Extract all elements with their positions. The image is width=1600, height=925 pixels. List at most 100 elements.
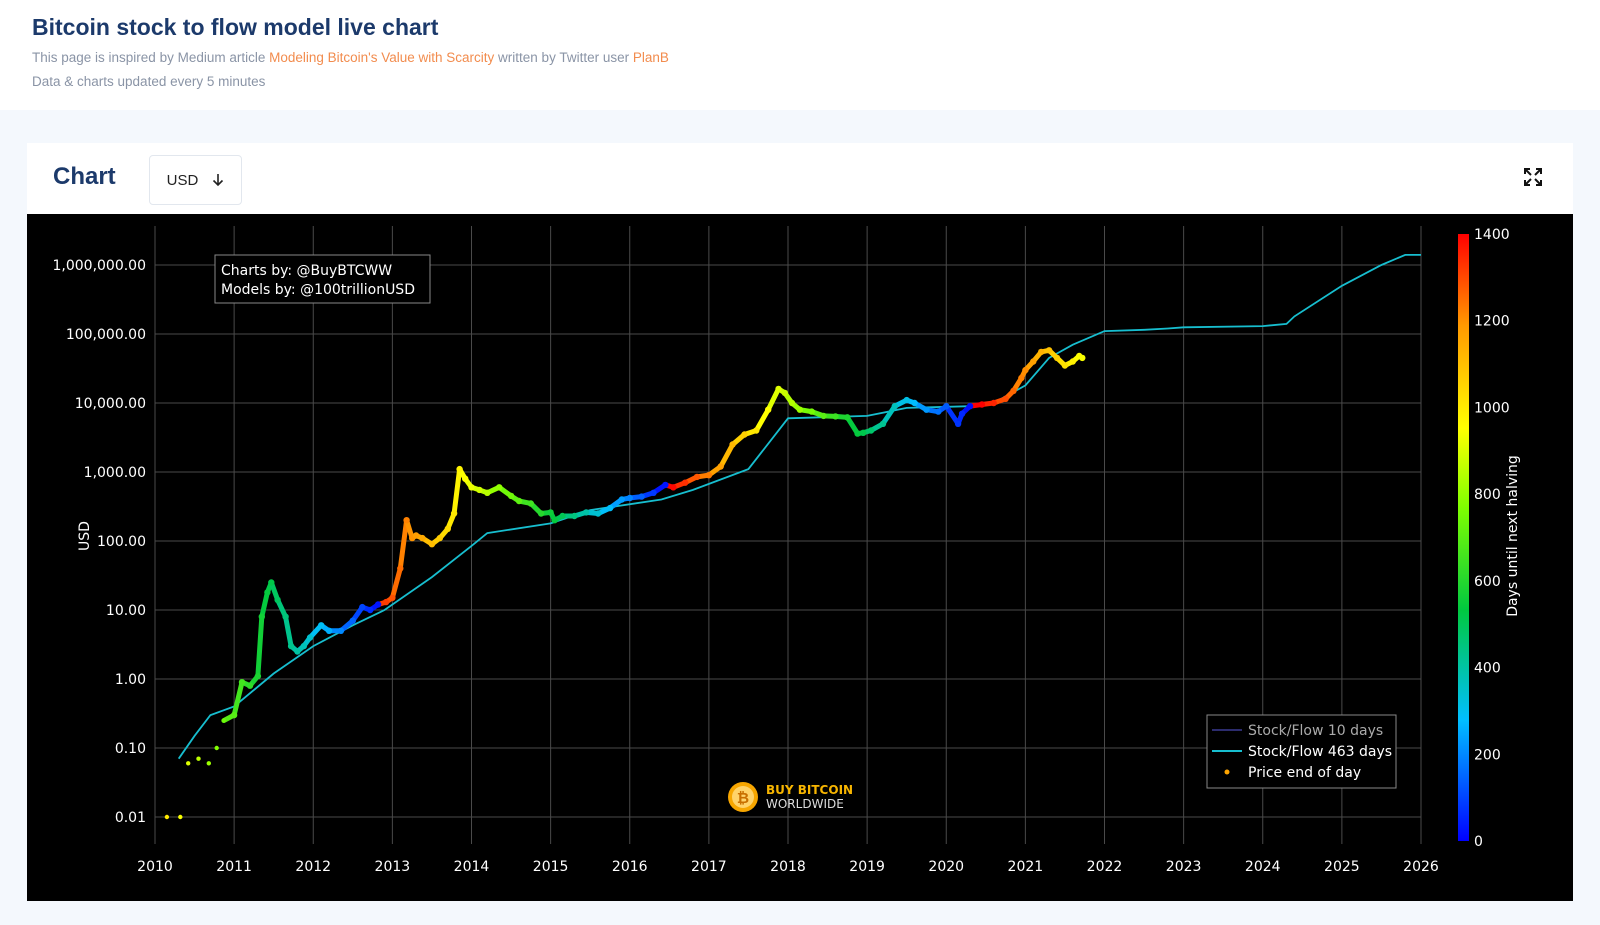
price-point <box>484 489 491 496</box>
price-point <box>349 617 356 624</box>
price-point <box>325 627 333 634</box>
author-link[interactable]: PlanB <box>632 50 669 65</box>
price-point <box>547 509 554 516</box>
price-point <box>287 642 295 650</box>
price-segment <box>231 679 245 718</box>
currency-select[interactable]: USD <box>149 155 242 205</box>
price-point <box>456 465 463 473</box>
price-segment <box>255 614 265 679</box>
price-point <box>844 414 851 421</box>
article-link[interactable]: Modeling Bitcoin's Value with Scarcity <box>269 50 495 65</box>
price-point <box>559 512 566 520</box>
price-point <box>318 622 325 629</box>
price-point <box>903 396 910 404</box>
price-point <box>1002 395 1009 402</box>
price-point <box>729 441 736 448</box>
x-tick-label: 2013 <box>375 859 411 875</box>
colorbar-tick-label: 200 <box>1474 747 1501 763</box>
x-tick-label: 2010 <box>137 859 173 875</box>
legend-item-sf10: Stock/Flow 10 days <box>1248 723 1383 739</box>
price-point <box>268 579 275 586</box>
y-axis-title: USD <box>77 521 93 551</box>
price-point <box>1069 358 1077 365</box>
price-point <box>978 401 986 408</box>
update-note: Data & charts updated every 5 minutes <box>32 74 266 89</box>
price-point <box>507 492 515 500</box>
price-point <box>583 509 590 516</box>
y-axis: 0.01 0.10 1.00 10.00 100.00 1,000.00 10,000.00… <box>52 258 146 826</box>
logo-line-2: WORLDWIDE <box>766 797 844 811</box>
legend-item-price: Price end of day <box>1248 765 1361 781</box>
x-tick-label: 2015 <box>533 859 569 875</box>
y-tick-label: 10,000.00 <box>75 396 146 412</box>
price-point <box>693 473 701 481</box>
price-point <box>966 403 974 410</box>
price-point <box>1018 374 1025 382</box>
x-tick-label: 2020 <box>928 859 964 875</box>
x-tick-label: 2017 <box>691 859 727 875</box>
intro-prefix: This page is inspired by Medium article <box>32 50 270 65</box>
price-segment <box>765 386 782 413</box>
y-tick-label: 100,000.00 <box>66 327 146 343</box>
price-point <box>681 479 689 486</box>
x-tick-label: 2022 <box>1087 859 1123 875</box>
chart-grid <box>154 226 1422 844</box>
price-point <box>462 475 469 482</box>
annotation-line-2: Models by: @100trillionUSD <box>221 282 415 298</box>
svg-text:₿: ₿ <box>737 789 749 807</box>
price-point <box>246 682 254 689</box>
legend-swatch-price <box>1224 769 1230 775</box>
series-lines <box>177 254 1421 760</box>
colorbar-tick-label: 600 <box>1474 574 1501 590</box>
colorbar-tick-label: 1200 <box>1474 314 1510 330</box>
price-segment <box>389 565 403 601</box>
price-point <box>891 403 898 410</box>
price-point <box>1053 354 1061 362</box>
price-point <box>444 525 451 532</box>
page-header: Bitcoin stock to flow model live chart T… <box>0 0 1600 110</box>
price-segment <box>451 466 463 517</box>
annotation-line-1: Charts by: @BuyBTCWW <box>221 263 392 279</box>
price-point <box>186 761 191 766</box>
logo-line-1: BUY BITCOIN <box>766 783 853 797</box>
price-point <box>468 484 475 491</box>
price-segment <box>753 407 771 433</box>
price-point <box>238 679 246 686</box>
price-points <box>164 347 1086 820</box>
price-point <box>753 427 760 434</box>
arrow-down-icon <box>213 174 224 187</box>
price-point <box>337 627 345 634</box>
expand-icon[interactable] <box>1521 165 1545 189</box>
logo: ₿ BUY BITCOIN WORLDWIDE <box>728 782 853 812</box>
x-tick-label: 2012 <box>295 859 331 875</box>
price-point <box>367 606 374 614</box>
price-point <box>428 541 436 548</box>
price-point <box>808 408 815 415</box>
price-point <box>164 814 170 820</box>
price-point <box>1079 354 1086 362</box>
price-point <box>781 389 788 397</box>
card-title: Chart <box>53 163 116 190</box>
intro-text: This page is inspired by Medium article … <box>32 50 669 65</box>
price-point <box>606 504 614 512</box>
price-point <box>412 532 420 539</box>
y-tick-label: 10.00 <box>106 603 146 619</box>
price-point <box>860 429 867 436</box>
price-point <box>374 601 382 608</box>
colorbar-title: Days until next halving <box>1505 455 1521 617</box>
price-point <box>397 565 404 572</box>
price-point <box>626 494 633 502</box>
price-point <box>206 761 211 766</box>
price-point <box>515 497 523 505</box>
price-point <box>221 718 226 723</box>
chart-area[interactable]: 0.01 0.10 1.00 10.00 100.00 1,000.00 10,000.00… <box>27 214 1573 901</box>
price-point <box>670 484 677 491</box>
price-point <box>1010 387 1017 394</box>
colorbar-tick-label: 800 <box>1474 487 1501 503</box>
price-point <box>854 430 861 437</box>
price-point <box>618 496 625 503</box>
price-point <box>741 431 748 438</box>
sf-chart[interactable]: 0.01 0.10 1.00 10.00 100.00 1,000.00 10,000.00… <box>27 214 1573 901</box>
y-tick-label: 0.10 <box>115 741 146 757</box>
price-point <box>911 399 918 407</box>
